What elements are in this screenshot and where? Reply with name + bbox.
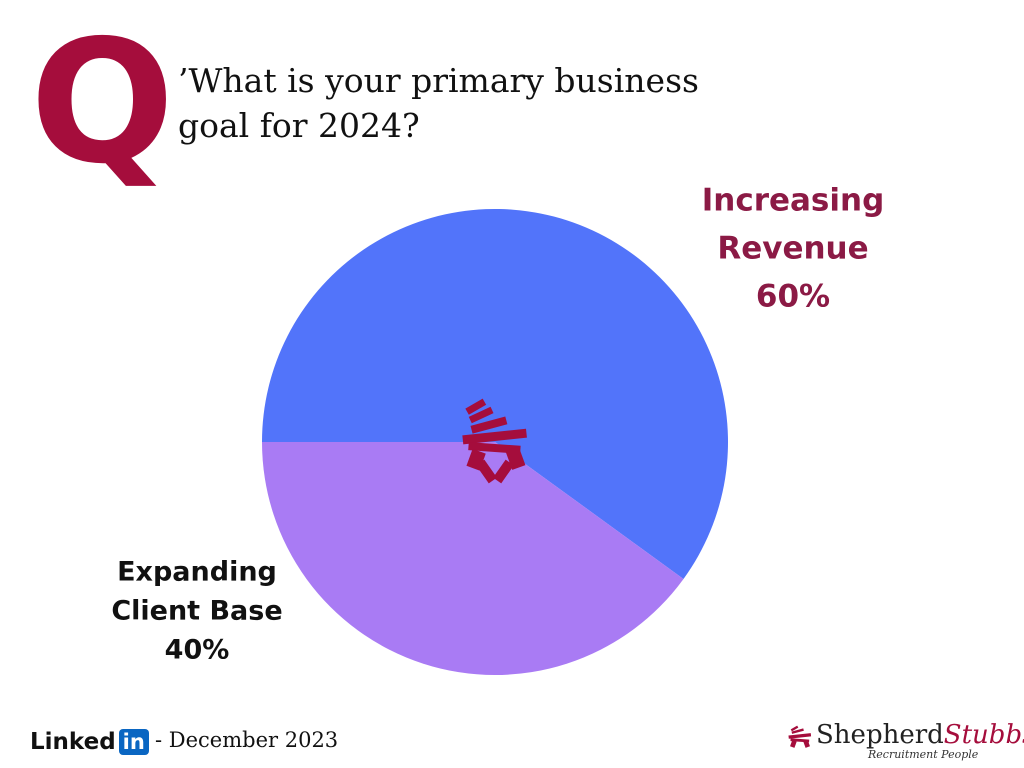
slice-percent-label-1: 40% (165, 635, 230, 666)
brand-tagline: Recruitment People (868, 748, 979, 761)
brand-name-stubbs: Stubbs (943, 720, 1024, 750)
linkedin-text: Linked (30, 729, 116, 755)
slice-label-1: Expanding (117, 557, 277, 588)
slice-percent-label-0: 60% (756, 279, 830, 315)
shepherd-stubbs-logo: ShepherdStubbs Recruitment People (786, 720, 1024, 764)
q-letter: Q (30, 4, 175, 202)
question-title: ’What is your primary business goal for … (178, 61, 699, 145)
survey-date: - December 2023 (155, 728, 339, 752)
slice-label-0: Increasing (702, 183, 885, 219)
linkedin-badge-icon: in (118, 729, 149, 755)
linkedin-logo: Linked in (30, 728, 149, 756)
slice-label-1: Client Base (111, 596, 282, 627)
pie-slice-1 (262, 442, 684, 675)
pie-slice-0 (262, 208, 729, 579)
slice-label-0: Revenue (717, 231, 868, 267)
brand-emblem-icon (788, 725, 812, 748)
center-emblem-icon (462, 398, 527, 484)
brand-name-shepherd: Shepherd (816, 720, 944, 750)
